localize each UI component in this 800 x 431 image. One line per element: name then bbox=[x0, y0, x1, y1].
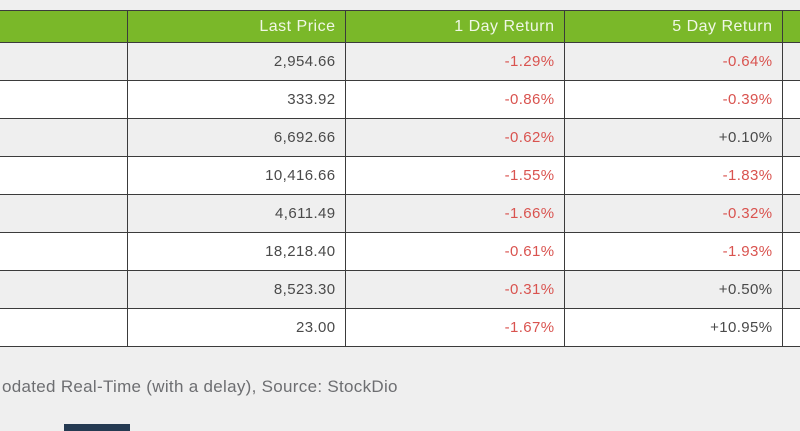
cell-last-price: 18,218.40 bbox=[126, 232, 346, 271]
cell-extra bbox=[781, 80, 800, 119]
cell-name bbox=[0, 118, 128, 157]
cell-1day-return: -1.29% bbox=[344, 42, 565, 81]
cell-last-price: 10,416.66 bbox=[126, 156, 346, 195]
cell-extra bbox=[781, 42, 800, 81]
cell-1day-return: -0.86% bbox=[344, 80, 565, 119]
market-quotes-table: Last Price 1 Day Return 5 Day Return 2,9… bbox=[0, 10, 800, 347]
table-row: 10,416.66 -1.55% -1.83% bbox=[0, 156, 800, 195]
cell-name bbox=[0, 42, 128, 81]
cell-5day-return: -0.32% bbox=[563, 194, 783, 233]
column-header-extra bbox=[781, 10, 800, 43]
data-source-attribution: odated Real-Time (with a delay), Source:… bbox=[2, 377, 398, 396]
table-row: 6,692.66 -0.62% +0.10% bbox=[0, 118, 800, 157]
cell-1day-return: -1.55% bbox=[344, 156, 565, 195]
table-row: 23.00 -1.67% +10.95% bbox=[0, 308, 800, 347]
cell-1day-return: -0.31% bbox=[344, 270, 565, 309]
cell-name bbox=[0, 232, 128, 271]
cell-5day-return: -1.83% bbox=[563, 156, 783, 195]
cell-last-price: 8,523.30 bbox=[126, 270, 346, 309]
cell-name bbox=[0, 80, 128, 119]
cell-name bbox=[0, 308, 128, 347]
cell-1day-return: -1.67% bbox=[344, 308, 565, 347]
cell-name bbox=[0, 270, 128, 309]
cell-extra bbox=[781, 232, 800, 271]
table-row: 333.92 -0.86% -0.39% bbox=[0, 80, 800, 119]
cell-5day-return: -1.93% bbox=[563, 232, 783, 271]
column-header-1day-return: 1 Day Return bbox=[344, 10, 565, 43]
cell-last-price: 23.00 bbox=[126, 308, 346, 347]
table-row: 8,523.30 -0.31% +0.50% bbox=[0, 270, 800, 309]
cell-extra bbox=[781, 194, 800, 233]
cell-extra bbox=[781, 270, 800, 309]
cell-5day-return: +0.10% bbox=[563, 118, 783, 157]
cell-5day-return: +0.50% bbox=[563, 270, 783, 309]
cell-last-price: 4,611.49 bbox=[126, 194, 346, 233]
column-header-name bbox=[0, 10, 128, 43]
cell-1day-return: -1.66% bbox=[344, 194, 565, 233]
cell-1day-return: -0.62% bbox=[344, 118, 565, 157]
table-row: 2,954.66 -1.29% -0.64% bbox=[0, 42, 800, 81]
stockdio-logo-bar[interactable] bbox=[64, 424, 130, 431]
cell-5day-return: +10.95% bbox=[563, 308, 783, 347]
table-header-row: Last Price 1 Day Return 5 Day Return bbox=[0, 10, 800, 43]
cell-last-price: 2,954.66 bbox=[126, 42, 346, 81]
cell-1day-return: -0.61% bbox=[344, 232, 565, 271]
cell-extra bbox=[781, 308, 800, 347]
cell-extra bbox=[781, 118, 800, 157]
cell-5day-return: -0.39% bbox=[563, 80, 783, 119]
cell-last-price: 333.92 bbox=[126, 80, 346, 119]
column-header-last-price: Last Price bbox=[126, 10, 346, 43]
cell-name bbox=[0, 156, 128, 195]
cell-name bbox=[0, 194, 128, 233]
cell-5day-return: -0.64% bbox=[563, 42, 783, 81]
table-row: 18,218.40 -0.61% -1.93% bbox=[0, 232, 800, 271]
cell-last-price: 6,692.66 bbox=[126, 118, 346, 157]
cell-extra bbox=[781, 156, 800, 195]
table-row: 4,611.49 -1.66% -0.32% bbox=[0, 194, 800, 233]
column-header-5day-return: 5 Day Return bbox=[563, 10, 783, 43]
